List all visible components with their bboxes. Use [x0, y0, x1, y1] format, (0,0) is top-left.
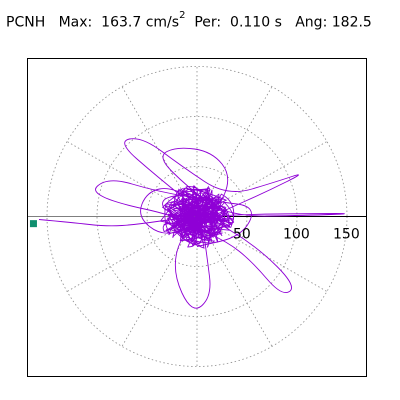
angle-value: 182.5 [331, 14, 372, 31]
max-unit: cm/s [145, 14, 180, 31]
radial-tick-labels: 50 100 150 [233, 227, 360, 243]
chart-header: PCNH Max: 163.7 cm/s2 Per: 0.110 s Ang: … [6, 10, 372, 31]
max-value: 163.7 [101, 14, 142, 31]
max-unit-exponent: 2 [179, 10, 186, 21]
angular-spoke-240 [121, 216, 198, 347]
trace-core [159, 184, 235, 249]
radial-tick-label: 100 [283, 227, 310, 243]
radial-tick-label: 150 [333, 227, 360, 243]
peak-marker [29, 220, 37, 228]
station-name: PCNH [6, 14, 46, 31]
angular-spoke-150 [66, 141, 198, 217]
max-label: Max: [58, 14, 93, 31]
period-value: 0.110 s [230, 14, 282, 31]
radial-tick-label: 50 [233, 227, 251, 243]
period-label: Per: [194, 14, 222, 31]
trace-line [38, 138, 345, 309]
plot-frame [27, 58, 367, 377]
angle-label: Ang: [295, 14, 328, 31]
peak-marker-layer [29, 220, 37, 228]
angular-spoke-210 [66, 216, 198, 292]
motion-trace [38, 138, 345, 309]
angular-spoke-120 [121, 86, 198, 217]
